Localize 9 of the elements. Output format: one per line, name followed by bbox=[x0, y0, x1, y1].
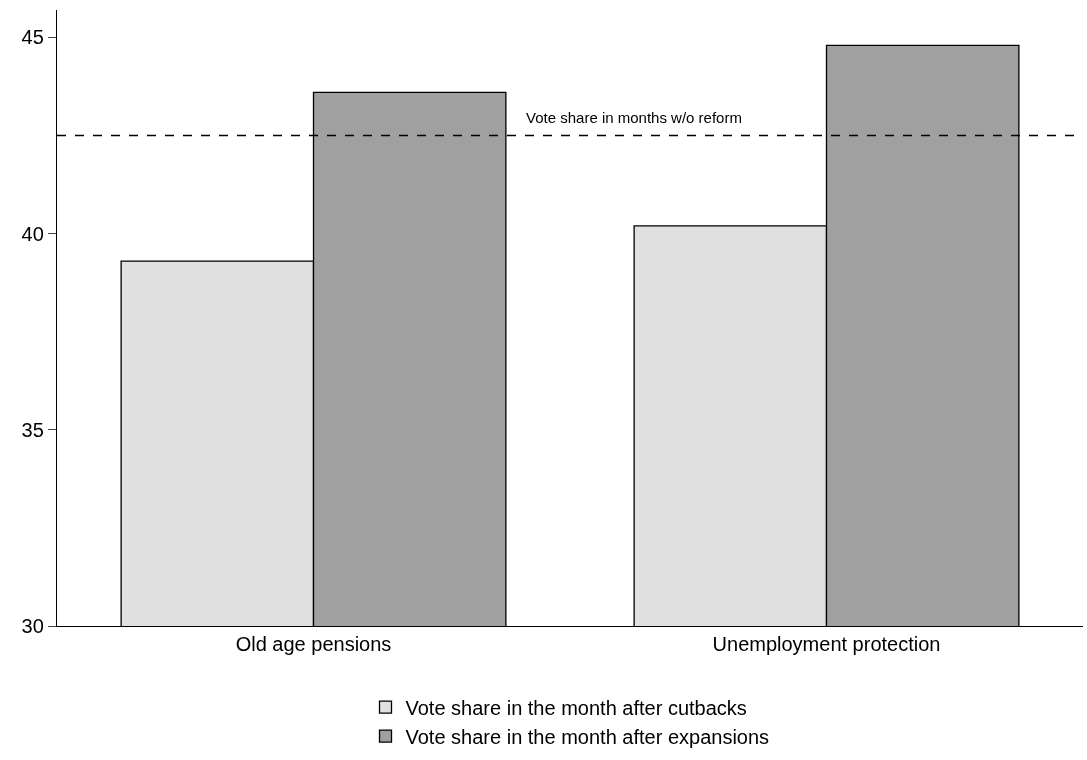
ref-line-label: Vote share in months w/o reform bbox=[526, 109, 742, 126]
legend-label: Vote share in the month after expansions bbox=[405, 725, 770, 748]
y-tick-label: 30 bbox=[21, 615, 44, 637]
y-tick-label: 40 bbox=[21, 222, 44, 245]
legend-label: Vote share in the month after cutbacks bbox=[405, 696, 747, 719]
y-tick-label: 45 bbox=[21, 26, 44, 49]
x-tick-label: Old age pensions bbox=[235, 633, 392, 656]
x-tick-label: Unemployment protection bbox=[712, 633, 941, 656]
y-tick-label: 35 bbox=[21, 418, 44, 441]
